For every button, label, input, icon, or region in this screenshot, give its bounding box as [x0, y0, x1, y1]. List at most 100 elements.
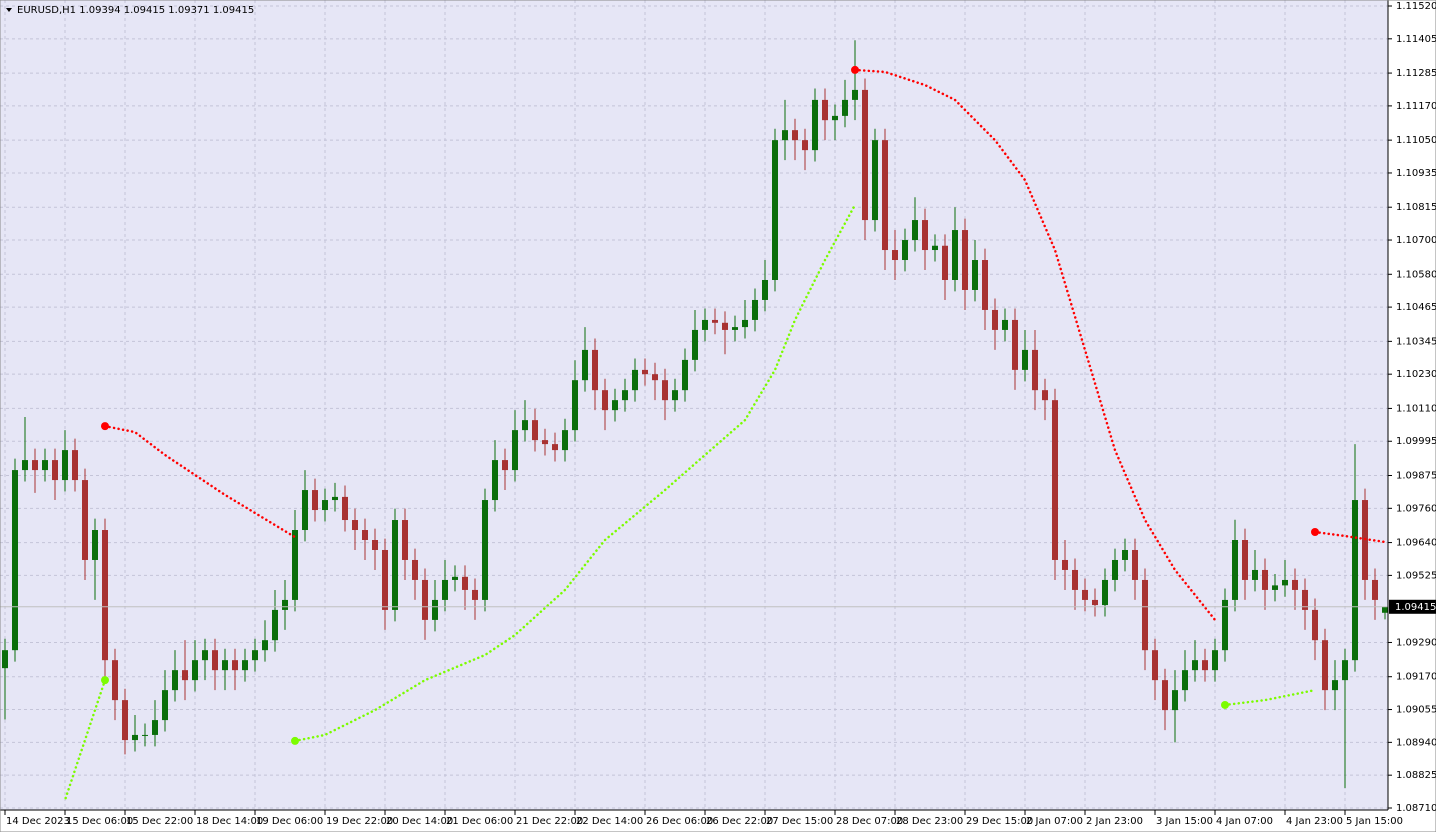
candle-body — [202, 650, 208, 661]
indicator-line — [1313, 530, 1387, 544]
indicator-start — [851, 65, 859, 74]
candle-body — [1142, 579, 1148, 651]
candle-body — [632, 369, 638, 391]
x-tick-label: 14 Dec 2023 — [6, 816, 70, 827]
y-tick-label: 1.09055 — [1396, 705, 1436, 716]
x-tick-label: 26 Dec 22:00 — [706, 816, 773, 827]
candle-body — [912, 220, 918, 241]
y-tick-label: 1.10935 — [1396, 168, 1436, 179]
candle-body — [1342, 660, 1348, 681]
y-tick-label: 1.10230 — [1396, 369, 1436, 380]
candle-body — [592, 349, 598, 391]
candle-body — [1072, 569, 1078, 590]
candle-body — [272, 609, 278, 641]
candle-body — [142, 734, 148, 736]
candle-body — [152, 720, 158, 735]
indicator-start — [291, 736, 299, 745]
candle-body — [972, 260, 978, 290]
candle-body — [1272, 585, 1278, 590]
candle-body — [552, 444, 558, 451]
candle-body — [1202, 660, 1208, 671]
candle-body — [312, 490, 318, 511]
x-tick-label: 21 Dec 22:00 — [516, 816, 583, 827]
candle-body — [622, 390, 628, 401]
candle-body — [1222, 599, 1228, 651]
x-tick-label: 27 Dec 15:00 — [766, 816, 833, 827]
candle-body — [452, 576, 458, 580]
candle-body — [842, 99, 848, 116]
candle-body — [722, 322, 728, 330]
y-tick-label: 1.08940 — [1396, 737, 1436, 748]
candle-body — [802, 140, 808, 151]
candle-body — [902, 240, 908, 261]
candle-body — [1162, 680, 1168, 711]
y-tick-label: 1.11050 — [1396, 135, 1436, 146]
candle-body — [92, 530, 98, 560]
candle-body — [872, 140, 878, 221]
candle-body — [1372, 579, 1378, 600]
menu-arrow[interactable] — [6, 8, 12, 12]
price-label: 1.09415 — [1395, 602, 1436, 613]
candle-body — [982, 260, 988, 310]
candle-body — [782, 130, 788, 141]
x-tick-label: 2 Jan 23:00 — [1086, 816, 1143, 827]
y-tick-label: 1.09170 — [1396, 672, 1436, 683]
candle-body — [282, 599, 288, 610]
candle-body — [502, 460, 508, 471]
indicator-line — [293, 203, 857, 743]
candle-body — [412, 559, 418, 580]
candle-body — [702, 319, 708, 330]
y-tick-label: 1.09290 — [1396, 637, 1436, 648]
candle-body — [1232, 540, 1238, 600]
candle-body — [1012, 319, 1018, 370]
y-tick-label: 1.09995 — [1396, 436, 1436, 447]
x-tick-label: 21 Dec 06:00 — [446, 816, 513, 827]
candle-body — [102, 530, 108, 661]
candle-body — [882, 140, 888, 251]
y-tick-label: 1.08710 — [1396, 803, 1436, 814]
x-tick-label: 28 Dec 07:00 — [836, 816, 903, 827]
candle-body — [832, 115, 838, 121]
candle-body — [1242, 540, 1248, 580]
candle-body — [472, 589, 478, 600]
candle-body — [1302, 589, 1308, 610]
indicator-start — [1221, 700, 1229, 709]
candle-body — [492, 460, 498, 501]
candle-body — [1332, 680, 1338, 691]
y-tick-label: 1.10345 — [1396, 336, 1436, 347]
candle-body — [372, 540, 378, 550]
candle-body — [952, 230, 958, 280]
candle-body — [742, 319, 748, 328]
y-tick-label: 1.10580 — [1396, 269, 1436, 280]
candle-body — [1082, 589, 1088, 600]
candle-body — [1062, 559, 1068, 570]
candle-body — [692, 329, 698, 360]
x-tick-label: 4 Jan 07:00 — [1216, 816, 1273, 827]
candle-body — [482, 500, 488, 600]
candle-body — [422, 579, 428, 620]
candle-body — [772, 140, 778, 280]
candle-body — [172, 670, 178, 691]
candle-body — [932, 245, 938, 251]
candle-body — [342, 496, 348, 521]
candle-body — [162, 690, 168, 721]
candle-body — [42, 460, 48, 471]
x-tick-label: 15 Dec 22:00 — [126, 816, 193, 827]
candle-body — [22, 460, 28, 471]
candle-body — [732, 327, 738, 330]
x-tick-label: 28 Dec 23:00 — [896, 816, 963, 827]
y-tick-label: 1.11170 — [1396, 101, 1436, 112]
candle-body — [302, 490, 308, 531]
x-tick-label: 29 Dec 15:00 — [966, 816, 1033, 827]
indicator-line — [853, 68, 1217, 622]
candle-body — [12, 470, 18, 651]
candle-body — [82, 480, 88, 560]
candle-body — [1252, 569, 1258, 580]
candle-body — [252, 650, 258, 661]
indicator-start — [101, 422, 109, 431]
candle-body — [432, 599, 438, 620]
candle-body — [442, 579, 448, 600]
candle-body — [1182, 670, 1188, 691]
candle-body — [992, 309, 998, 330]
candle-body — [612, 400, 618, 411]
